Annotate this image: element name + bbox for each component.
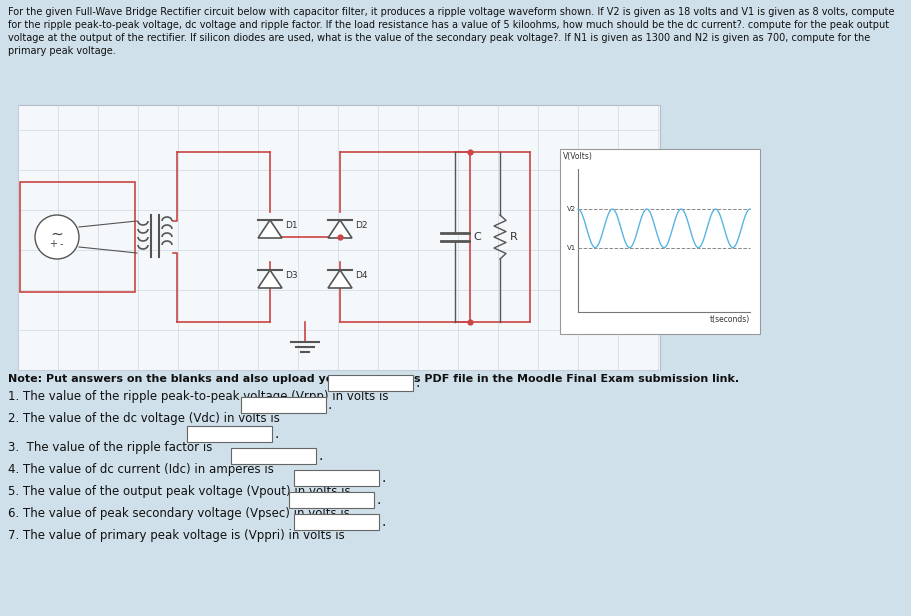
Text: 1. The value of the ripple peak-to-peak voltage (Vrpp) in volts is: 1. The value of the ripple peak-to-peak … — [8, 390, 388, 403]
Text: -: - — [59, 239, 63, 249]
Text: 3.  The value of the ripple factor is: 3. The value of the ripple factor is — [8, 441, 212, 454]
Text: .: . — [318, 449, 322, 463]
Bar — [294, 514, 379, 530]
Text: .: . — [381, 515, 385, 529]
Text: R: R — [510, 232, 517, 242]
Bar — [560, 149, 760, 334]
Text: 5. The value of the output peak voltage (Vpout) in volts is: 5. The value of the output peak voltage … — [8, 485, 351, 498]
Bar — [188, 426, 272, 442]
Text: t(seconds): t(seconds) — [710, 315, 750, 324]
Text: voltage at the output of the rectifier. If silicon diodes are used, what is the : voltage at the output of the rectifier. … — [8, 33, 870, 43]
Bar — [231, 448, 316, 464]
Text: D1: D1 — [285, 222, 298, 230]
Text: .: . — [328, 398, 333, 412]
Text: C: C — [473, 232, 481, 242]
Polygon shape — [258, 220, 282, 238]
Text: 6. The value of peak secondary voltage (Vpsec) in volts is: 6. The value of peak secondary voltage (… — [8, 507, 350, 520]
Text: Note: Put answers on the blanks and also upload your answers as PDF file in the : Note: Put answers on the blanks and also… — [8, 374, 739, 384]
Text: V1: V1 — [567, 245, 576, 251]
Polygon shape — [258, 270, 282, 288]
Text: D2: D2 — [355, 222, 367, 230]
Bar — [18, 105, 660, 370]
Bar — [20, 182, 135, 292]
Text: ~: ~ — [51, 227, 64, 241]
Text: .: . — [274, 427, 279, 441]
Text: .: . — [376, 493, 381, 507]
Text: For the given Full-Wave Bridge Rectifier circuit below with capacitor filter, it: For the given Full-Wave Bridge Rectifier… — [8, 7, 895, 17]
Bar — [328, 375, 413, 391]
Polygon shape — [328, 270, 352, 288]
Text: D3: D3 — [285, 272, 298, 280]
Text: +: + — [49, 239, 57, 249]
Text: 2. The value of the dc voltage (Vdc) in volts is: 2. The value of the dc voltage (Vdc) in … — [8, 412, 280, 425]
Text: .: . — [381, 471, 385, 485]
Polygon shape — [328, 220, 352, 238]
Text: D4: D4 — [355, 272, 367, 280]
Text: V(Volts): V(Volts) — [563, 152, 593, 161]
Text: for the ripple peak-to-peak voltage, dc voltage and ripple factor. If the load r: for the ripple peak-to-peak voltage, dc … — [8, 20, 889, 30]
Text: 7. The value of primary peak voltage is (Vppri) in volts is: 7. The value of primary peak voltage is … — [8, 529, 344, 542]
Bar — [294, 470, 379, 486]
Text: primary peak voltage.: primary peak voltage. — [8, 46, 116, 56]
Bar — [241, 397, 326, 413]
Text: .: . — [415, 376, 419, 390]
Text: 4. The value of dc current (Idc) in amperes is: 4. The value of dc current (Idc) in ampe… — [8, 463, 274, 476]
Bar — [290, 492, 374, 508]
Text: V2: V2 — [567, 206, 576, 212]
Circle shape — [35, 215, 79, 259]
